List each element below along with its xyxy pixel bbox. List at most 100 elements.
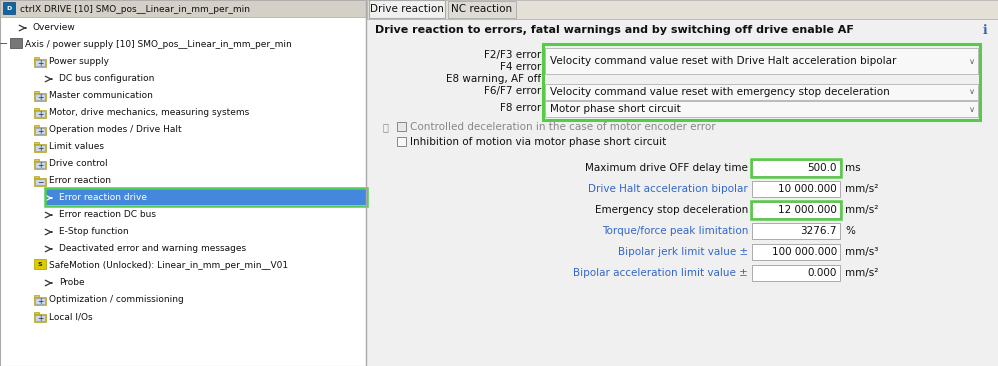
FancyBboxPatch shape (34, 57, 39, 60)
Text: %: % (845, 226, 855, 236)
Text: Motor phase short circuit: Motor phase short circuit (550, 104, 681, 114)
Text: F8 error: F8 error (500, 103, 541, 113)
FancyBboxPatch shape (10, 38, 22, 48)
Text: 3276.7: 3276.7 (800, 226, 837, 236)
FancyBboxPatch shape (34, 297, 46, 305)
Text: Error reaction: Error reaction (49, 176, 111, 185)
Text: Drive reaction to errors, fatal warnings and by switching off drive enable AF: Drive reaction to errors, fatal warnings… (375, 25, 854, 35)
FancyBboxPatch shape (34, 178, 46, 186)
Text: SafeMotion (Unlocked): Linear_in_mm_per_min__V01: SafeMotion (Unlocked): Linear_in_mm_per_… (49, 261, 288, 270)
Text: Inhibition of motion via motor phase short circuit: Inhibition of motion via motor phase sho… (410, 137, 667, 147)
Text: D: D (6, 7, 12, 11)
FancyBboxPatch shape (3, 2, 15, 14)
Text: Controlled deceleration in the case of motor encoder error: Controlled deceleration in the case of m… (410, 122, 716, 132)
Text: Bipolar jerk limit value ±: Bipolar jerk limit value ± (618, 247, 748, 257)
FancyBboxPatch shape (34, 144, 46, 152)
Text: F2/F3 error: F2/F3 error (484, 50, 541, 60)
Text: Velocity command value reset with emergency stop deceleration: Velocity command value reset with emerge… (550, 87, 890, 97)
FancyBboxPatch shape (752, 202, 840, 218)
Text: ctrlX DRIVE [10] SMO_pos__Linear_in_mm_per_min: ctrlX DRIVE [10] SMO_pos__Linear_in_mm_p… (20, 4, 250, 14)
Text: Error reaction drive: Error reaction drive (59, 193, 147, 202)
Text: −: − (37, 178, 43, 187)
Text: Overview: Overview (33, 23, 76, 32)
FancyBboxPatch shape (34, 125, 39, 128)
FancyBboxPatch shape (752, 265, 840, 281)
Text: Drive reaction: Drive reaction (370, 4, 444, 15)
Text: ∨: ∨ (969, 56, 975, 66)
Text: Deactivated error and warning messages: Deactivated error and warning messages (59, 244, 247, 253)
Text: E-Stop function: E-Stop function (59, 227, 129, 236)
FancyBboxPatch shape (34, 93, 46, 101)
Text: Master communication: Master communication (49, 91, 153, 100)
FancyBboxPatch shape (34, 159, 39, 162)
FancyBboxPatch shape (35, 315, 45, 321)
Text: 12 000.000: 12 000.000 (778, 205, 837, 215)
Text: E8 warning, AF off: E8 warning, AF off (446, 74, 541, 84)
Text: Axis / power supply [10] SMO_pos__Linear_in_mm_per_min: Axis / power supply [10] SMO_pos__Linear… (25, 40, 291, 49)
Text: Optimization / commissioning: Optimization / commissioning (49, 295, 184, 304)
Text: ∨: ∨ (969, 87, 975, 97)
Text: mm/s²: mm/s² (845, 205, 878, 215)
FancyBboxPatch shape (35, 298, 45, 304)
FancyBboxPatch shape (448, 1, 516, 18)
Text: mm/s²: mm/s² (845, 184, 878, 194)
Text: Torque/force peak limitation: Torque/force peak limitation (602, 226, 748, 236)
Text: F4 error: F4 error (500, 62, 541, 72)
FancyBboxPatch shape (35, 111, 45, 117)
Text: Drive Halt acceleration bipolar: Drive Halt acceleration bipolar (588, 184, 748, 194)
Text: Emergency stop deceleration: Emergency stop deceleration (595, 205, 748, 215)
FancyBboxPatch shape (35, 94, 45, 100)
Text: Power supply: Power supply (49, 57, 109, 66)
Text: −: − (0, 39, 9, 49)
FancyBboxPatch shape (545, 48, 978, 74)
Text: +: + (37, 59, 43, 68)
Text: ∨: ∨ (969, 105, 975, 113)
FancyBboxPatch shape (752, 244, 840, 260)
Text: Operation modes / Drive Halt: Operation modes / Drive Halt (49, 125, 182, 134)
FancyBboxPatch shape (0, 0, 366, 366)
Text: mm/s³: mm/s³ (845, 247, 878, 257)
Text: +: + (37, 161, 43, 170)
Text: Error reaction DC bus: Error reaction DC bus (59, 210, 156, 219)
Text: DC bus configuration: DC bus configuration (59, 74, 155, 83)
FancyBboxPatch shape (34, 314, 46, 322)
Text: +: + (37, 127, 43, 136)
Text: mm/s²: mm/s² (845, 268, 878, 278)
Text: S: S (38, 262, 42, 267)
FancyBboxPatch shape (35, 60, 45, 66)
Text: ⓘ: ⓘ (382, 122, 388, 132)
Text: Velocity command value reset with Drive Halt acceleration bipolar: Velocity command value reset with Drive … (550, 56, 896, 66)
FancyBboxPatch shape (545, 84, 978, 100)
Text: +: + (37, 297, 43, 306)
FancyBboxPatch shape (367, 0, 998, 19)
FancyBboxPatch shape (369, 0, 445, 18)
Text: ℹ: ℹ (983, 23, 987, 37)
Text: Motor, drive mechanics, measuring systems: Motor, drive mechanics, measuring system… (49, 108, 250, 117)
FancyBboxPatch shape (34, 127, 46, 135)
Text: Local I/Os: Local I/Os (49, 312, 93, 321)
Text: +: + (37, 110, 43, 119)
FancyBboxPatch shape (34, 91, 39, 94)
FancyBboxPatch shape (34, 142, 39, 145)
FancyBboxPatch shape (46, 189, 366, 205)
Text: Drive control: Drive control (49, 159, 108, 168)
FancyBboxPatch shape (35, 128, 45, 134)
Text: 100 000.000: 100 000.000 (771, 247, 837, 257)
FancyBboxPatch shape (545, 101, 978, 117)
FancyBboxPatch shape (35, 179, 45, 185)
FancyBboxPatch shape (397, 122, 406, 131)
FancyBboxPatch shape (34, 108, 39, 111)
Text: +: + (37, 314, 43, 323)
Text: NC reaction: NC reaction (451, 4, 513, 15)
FancyBboxPatch shape (35, 145, 45, 151)
FancyBboxPatch shape (752, 223, 840, 239)
Text: +: + (37, 93, 43, 102)
FancyBboxPatch shape (397, 137, 406, 146)
Text: 0.000: 0.000 (807, 268, 837, 278)
FancyBboxPatch shape (34, 59, 46, 67)
Text: F6/F7 error: F6/F7 error (484, 86, 541, 96)
FancyBboxPatch shape (752, 181, 840, 197)
FancyBboxPatch shape (34, 259, 46, 269)
Text: 10 000.000: 10 000.000 (778, 184, 837, 194)
FancyBboxPatch shape (367, 0, 998, 366)
